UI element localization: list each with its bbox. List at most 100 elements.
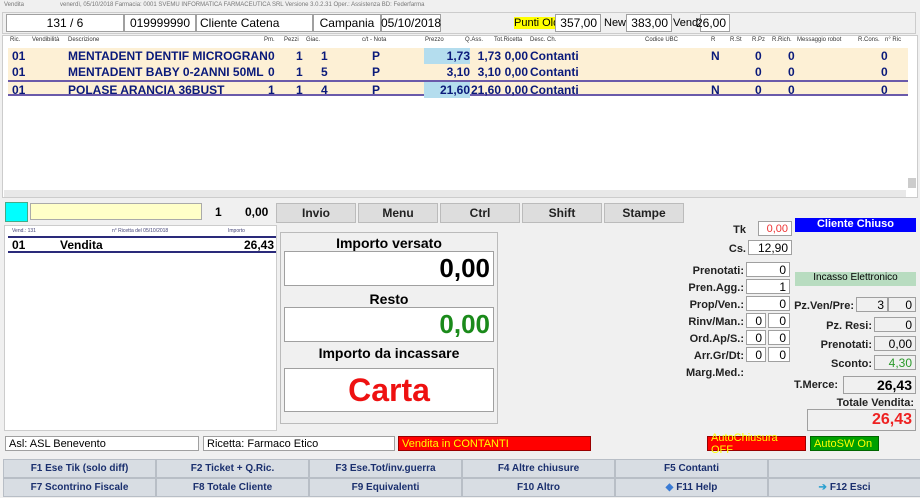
- client-code: 019999990: [124, 14, 196, 32]
- column-header[interactable]: Descrizione: [68, 37, 100, 43]
- sale-number: 131 / 6: [6, 14, 124, 32]
- autochiusura-toggle[interactable]: AutoChiusura OFF: [707, 432, 806, 456]
- column-header[interactable]: R.Rich.: [772, 37, 792, 43]
- cell-rcons: 0: [881, 83, 888, 97]
- prenotati-value: 0: [746, 262, 790, 277]
- rinv-1-value: 0: [768, 313, 790, 328]
- invio-button[interactable]: Invio: [276, 203, 356, 223]
- arr-label: Arr.Gr/Dt:: [693, 350, 744, 362]
- sales-row-label: Vendita: [60, 238, 103, 252]
- fkey-3[interactable]: F3 Ese.Tot/inv.guerra: [309, 459, 462, 478]
- cell-tot: 0,00: [504, 65, 528, 79]
- column-header[interactable]: R.St: [730, 37, 742, 43]
- fkey-5[interactable]: F5 Contanti: [615, 459, 768, 478]
- fkey-11[interactable]: ◆ F11 Help: [615, 478, 768, 497]
- column-header[interactable]: Pm.: [264, 37, 275, 43]
- exit-icon: ➔: [818, 482, 827, 493]
- sales-row[interactable]: 01 Vendita 26,43: [8, 236, 276, 253]
- sales-row-amount: 26,43: [243, 238, 274, 252]
- cell-pezzi: 1: [296, 65, 303, 79]
- cell-nota: P: [372, 83, 381, 97]
- arr-1-value: 0: [768, 347, 790, 362]
- cs-value: 12,90: [748, 240, 792, 255]
- punti-vend: 26,00: [696, 14, 730, 32]
- tmerce-label: T.Merce:: [793, 379, 838, 391]
- stampe-button[interactable]: Stampe: [604, 203, 684, 223]
- column-header[interactable]: Ric.: [10, 37, 21, 43]
- column-header[interactable]: Desc. Ch.: [530, 37, 557, 43]
- sales-list[interactable]: [4, 225, 277, 431]
- table-row[interactable]: 01 MENTADENT BABY 0-2ANNI 50ML 0 1 5 P 3,10 3,1…: [8, 64, 908, 80]
- versato-label: Importo versato: [336, 235, 442, 251]
- fkey-9[interactable]: F9 Equivalenti: [309, 478, 462, 497]
- column-header[interactable]: Tot.Ricetta: [494, 37, 523, 43]
- cell-descch: Contanti: [530, 83, 579, 97]
- cell-ric: 01: [12, 83, 26, 97]
- pren2-label: Prenotati:: [820, 339, 872, 351]
- cell-nota: P: [372, 49, 381, 63]
- column-header[interactable]: R: [711, 37, 716, 43]
- totale-label: Totale Vendita:: [836, 397, 914, 409]
- cell-rpz: 0: [755, 65, 762, 79]
- pzresi-label: Pz. Resi:: [826, 320, 872, 332]
- arr-0-value: 0: [746, 347, 766, 362]
- column-header[interactable]: Pezzi: [284, 37, 299, 43]
- fkey-label: F11 Help: [676, 482, 718, 493]
- menu-button[interactable]: Menu: [358, 203, 438, 223]
- sconto-value: 4,30: [874, 355, 916, 370]
- fkey-label: F4 Altre chiusure: [497, 463, 580, 474]
- column-header[interactable]: Vendibilità: [32, 37, 60, 43]
- resto-label: Resto: [369, 291, 409, 307]
- color-indicator: [5, 202, 28, 222]
- fkey-10[interactable]: F10 Altro: [462, 478, 615, 497]
- table-row[interactable]: 01 MENTADENT DENTIF MICROGRAN 0 1 1 P 1,73 1,73…: [8, 48, 908, 64]
- table-row[interactable]: 01 POLASE ARANCIA 36BUST 1 1 4 P 21,60 21,60 0,0…: [8, 80, 908, 98]
- fkey-1[interactable]: F1 Ese Tik (solo diff): [3, 459, 156, 478]
- totale-value: 26,43: [807, 409, 916, 431]
- fkey-2[interactable]: F2 Ticket + Q.Ric.: [156, 459, 309, 478]
- shift-button[interactable]: Shift: [522, 203, 602, 223]
- fkey-8[interactable]: F8 Totale Cliente: [156, 478, 309, 497]
- entry-qty: 1: [215, 205, 222, 219]
- cell-rpz: 0: [755, 49, 762, 63]
- cell-pm: 1: [268, 83, 275, 97]
- column-header[interactable]: n° Ric: [885, 37, 902, 43]
- prenagg-label: Pren.Agg.:: [688, 282, 744, 294]
- column-header[interactable]: Q.Ass.: [465, 37, 484, 43]
- column-header[interactable]: c/t - Nota: [362, 37, 387, 43]
- fkey-4[interactable]: F4 Altre chiusure: [462, 459, 615, 478]
- rinv-label: Rinv/Man.:: [688, 316, 744, 328]
- asl-field: Asl: ASL Benevento: [5, 436, 199, 451]
- column-header[interactable]: Codice UBC: [645, 37, 679, 43]
- incassare-label: Importo da incassare: [318, 345, 460, 361]
- column-header[interactable]: Prezzo: [425, 37, 444, 43]
- scrollbar-thumb[interactable]: [908, 178, 916, 188]
- punti-old: 357,00: [555, 14, 601, 32]
- fkey-6[interactable]: [768, 459, 920, 478]
- fkey-label: F2 Ticket + Q.Ric.: [190, 463, 275, 474]
- barcode-input[interactable]: [30, 203, 202, 220]
- new-label: New:: [604, 17, 630, 29]
- versato-value[interactable]: 0,00: [284, 251, 494, 286]
- fkey-12[interactable]: ➔ F12 Esci: [768, 478, 920, 497]
- tk-label: Tk: [733, 224, 746, 236]
- cell-tot: 0,00: [504, 49, 528, 63]
- column-header[interactable]: R.Cons.: [858, 37, 880, 43]
- autosw-toggle[interactable]: AutoSW On: [810, 436, 879, 451]
- ord-label: Ord.Ap/S.:: [689, 333, 744, 345]
- cell-r: N: [711, 49, 720, 63]
- fkey-7[interactable]: F7 Scontrino Fiscale: [3, 478, 156, 497]
- rinv-0-value: 0: [746, 313, 766, 328]
- fkey-label: F10 Altro: [517, 482, 560, 493]
- horizontal-scrollbar[interactable]: [4, 190, 906, 197]
- cell-pezzi: 1: [296, 49, 303, 63]
- cell-prezzo: 21,60: [439, 83, 470, 97]
- sconto-label: Sconto:: [831, 358, 872, 370]
- cell-pm: 0: [268, 49, 275, 63]
- column-header[interactable]: Giac.: [306, 37, 321, 43]
- ctrl-button[interactable]: Ctrl: [440, 203, 520, 223]
- cell-desc: POLASE ARANCIA 36BUST: [68, 83, 225, 97]
- cell-nota: P: [372, 65, 381, 79]
- column-header[interactable]: R.Pz: [752, 37, 766, 43]
- column-header[interactable]: Messaggio robot: [797, 37, 842, 43]
